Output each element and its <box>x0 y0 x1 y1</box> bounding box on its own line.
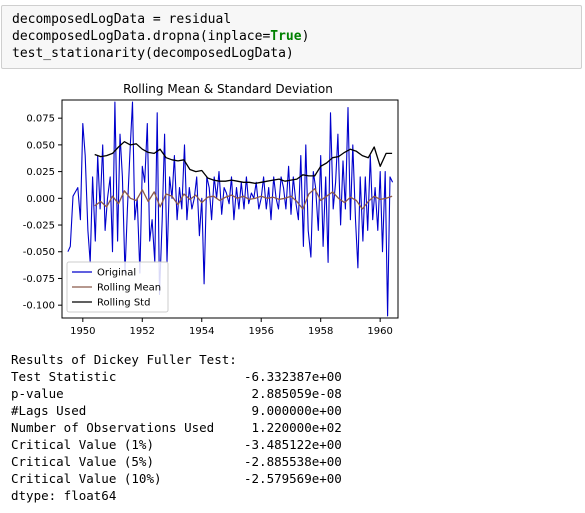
output-value: -2.885538e+00 <box>244 454 342 469</box>
code-keyword-true: True <box>270 29 302 44</box>
series-line-original <box>67 101 394 317</box>
x-tick-label: 1960 <box>367 326 392 337</box>
x-tick-label: 1954 <box>189 326 214 337</box>
code-line-2: decomposedLogData.dropna(inplace=True) <box>12 29 309 45</box>
y-tick-label: 0.025 <box>26 167 55 178</box>
code-function-call: test_stationarity(decomposedLogData) <box>12 46 294 61</box>
y-tick-label: 0.050 <box>26 140 55 151</box>
rolling-stats-chart: Rolling Mean & Standard Deviation 1950 19… <box>23 82 399 337</box>
x-axis: 1950 1952 1954 1956 1958 1960 <box>70 318 393 337</box>
output-value: 2.885059e-08 <box>244 386 342 401</box>
x-tick-label: 1950 <box>70 326 95 337</box>
code-assignment: = residual <box>145 12 232 27</box>
output-label: Critical Value (1%) <box>11 437 154 452</box>
y-tick-label: -0.100 <box>23 301 55 312</box>
output-label: Number of Observations Used <box>11 420 215 435</box>
output-value: -6.332387e+00 <box>244 369 342 384</box>
series-line-rolling-mean <box>94 188 393 210</box>
y-axis: 0.075 0.050 0.025 0.000 -0.025 -0.050 -0.075 -0… <box>23 114 62 312</box>
y-tick-label: 0.075 <box>26 114 55 125</box>
output-dtype: dtype: float64 <box>11 488 117 503</box>
output-label: Critical Value (10%) <box>11 471 162 486</box>
code-input-cell[interactable]: decomposedLogData = residual decomposedL… <box>1 5 582 69</box>
plot-lines <box>67 101 394 317</box>
code-line-1: decomposedLogData = residual <box>12 12 231 28</box>
x-tick-label: 1956 <box>248 326 273 337</box>
y-tick-label: -0.075 <box>23 274 55 285</box>
output-label: p-value <box>11 386 64 401</box>
output-value: -3.485122e+00 <box>244 437 342 452</box>
chart-output: Rolling Mean & Standard Deviation 1950 19… <box>0 76 430 344</box>
output-header: Results of Dickey Fuller Test: <box>11 352 237 367</box>
legend-label-original: Original <box>97 268 136 279</box>
output-value: 1.220000e+02 <box>244 420 342 435</box>
chart-legend: Original Rolling Mean Rolling Std <box>66 261 169 313</box>
code-dropna-call: decomposedLogData.dropna(inplace= <box>12 29 271 44</box>
output-value: 9.000000e+00 <box>244 403 342 418</box>
y-tick-label: -0.025 <box>23 221 55 232</box>
code-close-paren: ) <box>301 29 310 44</box>
x-tick-label: 1952 <box>130 326 155 337</box>
x-tick-label: 1958 <box>308 326 333 337</box>
legend-label-rolling-std: Rolling Std <box>97 298 150 309</box>
output-label: Test Statistic <box>11 369 117 384</box>
y-tick-label: -0.050 <box>23 247 55 258</box>
code-variable: decomposedLogData <box>12 12 146 27</box>
y-tick-label: 0.000 <box>26 194 55 205</box>
code-line-3: test_stationarity(decomposedLogData) <box>12 46 294 62</box>
output-label: Critical Value (5%) <box>11 454 154 469</box>
legend-box <box>66 261 169 313</box>
chart-title: Rolling Mean & Standard Deviation <box>123 82 333 96</box>
output-value: -2.579569e+00 <box>244 471 342 486</box>
plot-frame <box>61 99 399 319</box>
legend-label-rolling-mean: Rolling Mean <box>97 283 161 294</box>
series-line-rolling-std <box>94 141 393 185</box>
output-label: #Lags Used <box>11 403 87 418</box>
